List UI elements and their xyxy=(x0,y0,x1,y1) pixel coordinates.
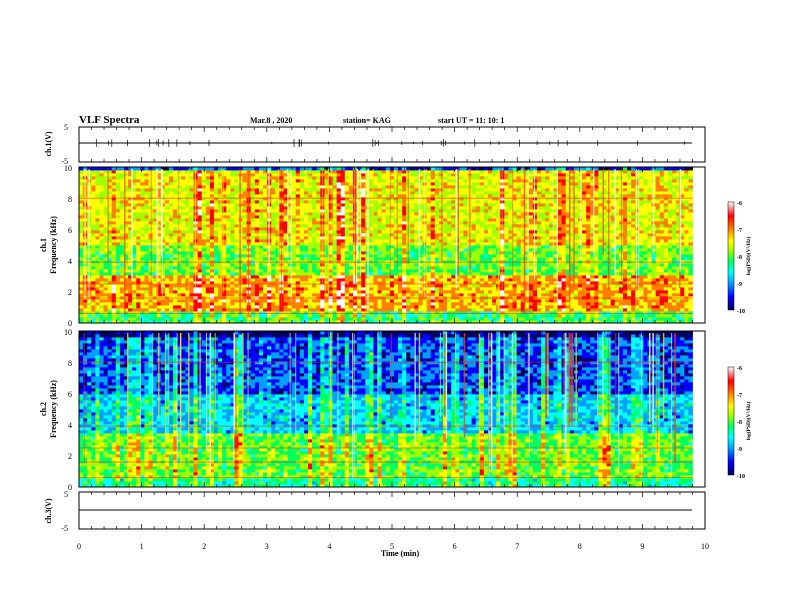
ch1-ytick-10: 10 xyxy=(64,164,72,173)
xtick-label-7: 7 xyxy=(515,542,519,551)
ch3-waveform-panel: 5 -5 ch.3(V) xyxy=(44,490,706,533)
cb2-tick-neg6: -6 xyxy=(737,366,742,372)
ch1-spec-ylabel: ch.1Frequency (kHz) xyxy=(39,216,58,274)
figure-title: VLF Spectra xyxy=(79,114,140,126)
time-axis-labels: 0 1 2 3 4 5 6 7 8 9 10 xyxy=(77,542,709,551)
ch2-colorbar: -6 -7 -8 -9 -10 log(PSD)(V²/Hz) xyxy=(727,366,752,480)
cb2-tick-neg10: -10 xyxy=(737,474,745,480)
xtick-label-10: 10 xyxy=(701,542,709,551)
ch1-ytick-6: 6 xyxy=(68,226,72,235)
xtick-label-2: 2 xyxy=(202,542,206,551)
ch2-y-ticks: 10 8 6 4 2 0 xyxy=(64,328,72,492)
header-date: Mar.8 , 2020 xyxy=(250,116,292,125)
cb1-label: log(PSD)(V²/Hz) xyxy=(745,237,752,276)
cb1-tick-neg7: -7 xyxy=(737,228,742,234)
ch2-spectrogram-image xyxy=(79,331,705,488)
ch2-spectrogram-panel: 10 8 6 4 2 0 ch.2Frequency (kHz) xyxy=(39,328,706,492)
xtick-label-6: 6 xyxy=(453,542,457,551)
ch1-ytick-4: 4 xyxy=(68,257,72,266)
xtick-label-5: 5 xyxy=(390,542,394,551)
ch2-spec-ylabel: ch.2Frequency (kHz) xyxy=(39,380,58,438)
xtick-label-3: 3 xyxy=(265,542,269,551)
ch2-ytick-6: 6 xyxy=(68,390,72,399)
ch1-ytick-neg5: -5 xyxy=(61,157,68,166)
ch1-spectrogram-panel: 10 8 6 4 2 0 ch.1Frequency (kHz) xyxy=(39,164,706,328)
ch3-ytick-5: 5 xyxy=(64,490,68,499)
ch3-ytick-neg5: -5 xyxy=(61,524,68,533)
xtick-label-1: 1 xyxy=(140,542,144,551)
ch2-ytick-4: 4 xyxy=(68,421,72,430)
ch1-ytick-2: 2 xyxy=(68,288,72,297)
ch1-colorbar: -6 -7 -8 -9 -10 log(PSD)(V²/Hz) xyxy=(727,201,752,315)
xtick-label-8: 8 xyxy=(578,542,582,551)
cb1-tick-neg10: -10 xyxy=(737,309,745,315)
ch2-ytick-0: 0 xyxy=(68,483,72,492)
ch2-ytick-2: 2 xyxy=(68,452,72,461)
cb1-tick-neg8: -8 xyxy=(737,255,742,261)
ch3-ylabel: ch.3(V) xyxy=(44,498,53,523)
xtick-label-0: 0 xyxy=(77,542,81,551)
ch2-ytick-10: 10 xyxy=(64,328,72,337)
time-axis-label: Time (min) xyxy=(381,549,420,558)
xtick-label-9: 9 xyxy=(640,542,644,551)
ch1-ytick-5: 5 xyxy=(64,123,68,132)
ch1-waveform-panel: 5 -5 ch.1(V) xyxy=(44,123,706,166)
ch1-ylabel: ch.1(V) xyxy=(44,131,53,156)
ch1-y-ticks: 10 8 6 4 2 0 xyxy=(64,164,72,328)
ch1-spectrogram-image xyxy=(79,167,705,324)
cb2-label: log(PSD)(V²/Hz) xyxy=(745,402,752,441)
cb2-tick-neg8: -8 xyxy=(737,420,742,426)
cb2-tick-neg7: -7 xyxy=(737,393,742,399)
ch2-ytick-8: 8 xyxy=(68,359,72,368)
cb1-tick-neg6: -6 xyxy=(737,201,742,207)
cb1-tick-neg9: -9 xyxy=(737,282,742,288)
xtick-label-4: 4 xyxy=(327,542,331,551)
cb2-tick-neg9: -9 xyxy=(737,447,742,453)
ch1-ytick-0: 0 xyxy=(68,319,72,328)
ch1-ytick-8: 8 xyxy=(68,195,72,204)
header-station: station= KAG xyxy=(343,116,391,125)
time-axis-ticks xyxy=(78,127,706,529)
header-start-time: start UT = 11: 10: 1 xyxy=(438,116,504,125)
